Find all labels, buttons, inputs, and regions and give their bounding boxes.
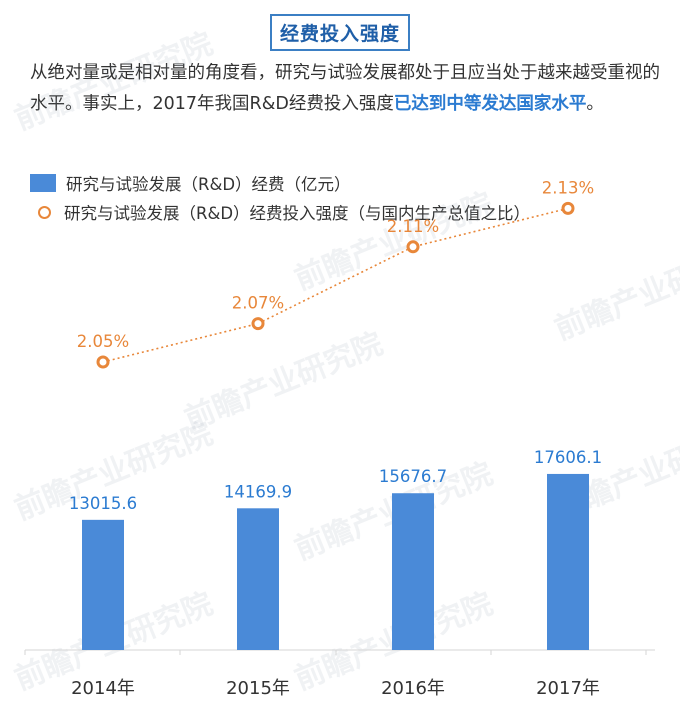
legend-line-marker — [38, 205, 51, 219]
chart-title: 经费投入强度 — [269, 14, 410, 51]
legend-bar-label: 研究与试验发展（R&D）经费（亿元） — [66, 175, 351, 194]
legend-bar-entry: 研究与试验发展（R&D）经费（亿元） — [30, 171, 351, 195]
line-point — [251, 317, 265, 331]
watermark-text: 前瞻产业研究院 — [10, 26, 218, 137]
x-tick-label: 2014年 — [71, 678, 135, 699]
line-series: 2.05% 2.07% 2.11% 2.13% — [77, 178, 594, 369]
legend-line-label: 研究与试验发展（R&D）经费投入强度（与国内生产总值之比） — [64, 204, 531, 223]
line-label: 2.13% — [542, 178, 594, 197]
bar-label: 14169.9 — [224, 482, 292, 501]
legend-line-entry: 研究与试验发展（R&D）经费投入强度（与国内生产总值之比） — [30, 200, 530, 224]
legend-bar-swatch — [30, 174, 56, 192]
watermark-text: 前瞻产业研究院 — [290, 186, 498, 297]
x-tick-label: 2016年 — [381, 678, 445, 699]
bar-label: 13015.6 — [69, 494, 137, 513]
line-label: 2.05% — [77, 332, 129, 351]
line-path — [102, 207, 569, 363]
bars: 13015.6 14169.9 15676.7 17606.1 — [69, 448, 602, 650]
bar — [392, 493, 434, 650]
line-point — [561, 201, 575, 215]
description-end: 。 — [586, 94, 604, 114]
line-label: 2.11% — [387, 217, 439, 236]
description-highlight: 已达到中等发达国家水平 — [393, 94, 587, 114]
bar — [237, 508, 279, 650]
watermark-text: 前瞻产业研究院 — [180, 326, 388, 437]
description-text: 从绝对量或是相对量的角度看，研究与试验发展都处于且应当处于越来越受重视的水平。事… — [30, 63, 660, 114]
title-wrap: 经费投入强度 — [0, 14, 680, 51]
watermark-text: 前瞻产业研究院 — [550, 236, 680, 347]
line-point — [96, 355, 110, 369]
line-label: 2.07% — [232, 294, 284, 313]
x-tick-label: 2015年 — [226, 678, 290, 699]
description: 从绝对量或是相对量的角度看，研究与试验发展都处于且应当处于越来越受重视的水平。事… — [30, 58, 670, 120]
line-point — [406, 240, 420, 254]
x-tick-label: 2017年 — [536, 678, 600, 699]
bar — [547, 473, 589, 650]
bar-label: 17606.1 — [534, 448, 602, 467]
bar — [82, 519, 124, 650]
bar-label: 15676.7 — [379, 467, 447, 486]
